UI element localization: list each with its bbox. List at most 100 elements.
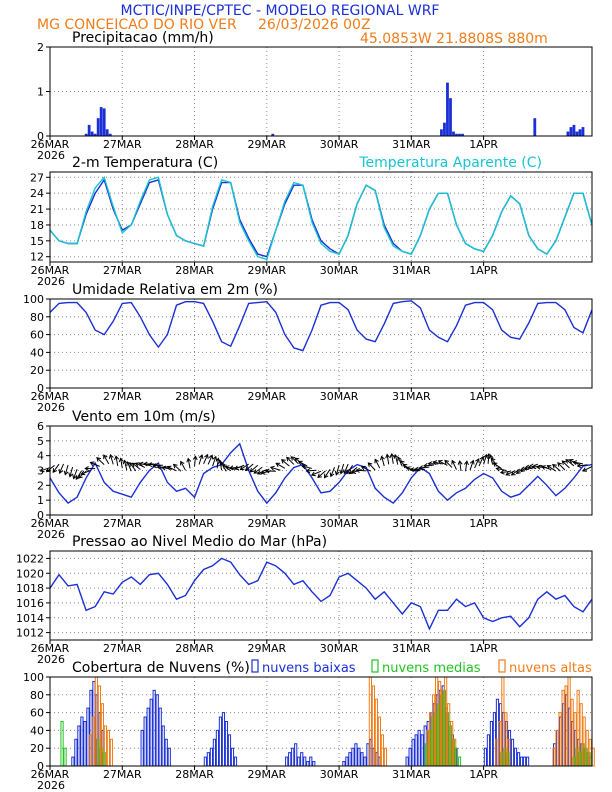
x-tick-label: 26MAR — [31, 642, 70, 655]
wind-arrow-head — [275, 462, 281, 468]
wind-arrow-head — [475, 458, 480, 464]
wind-arrow-head — [546, 465, 552, 470]
precip-bar — [449, 98, 452, 136]
x-tick-label: 27MAR — [103, 138, 142, 151]
wind-arrow — [419, 466, 430, 469]
cloud-bar-2 — [380, 734, 385, 767]
y-tick-label: 1 — [37, 494, 44, 507]
wind-arrow-head — [483, 453, 488, 459]
cloud-bar-0 — [309, 756, 313, 767]
cloud-bar-0 — [206, 752, 210, 767]
wind-arrow — [306, 469, 317, 472]
wind-arrow-head — [323, 473, 329, 479]
x-tick-label: 30MAR — [320, 768, 359, 781]
wind-arrow-head — [451, 459, 456, 465]
cloud-bar-0 — [354, 743, 358, 767]
wind-arrow-head — [491, 457, 496, 463]
wind-arrow-head — [317, 473, 322, 479]
wind-arrow-head — [186, 457, 192, 463]
x-tick-label: 29MAR — [247, 264, 286, 277]
precip-bar — [443, 122, 446, 136]
wind-arrow-head — [152, 463, 157, 469]
x-tick-label: 26MAR — [31, 768, 70, 781]
wind-arrow — [459, 461, 462, 472]
wind-arrow-head — [444, 459, 450, 465]
precip-bar — [572, 124, 576, 136]
wind-arrow — [167, 466, 177, 472]
cloud-bar-0 — [306, 761, 310, 767]
wind-arrow — [302, 465, 313, 469]
wind-arrow-head — [495, 466, 501, 472]
wind-arrow-head — [389, 453, 395, 458]
x-tick-label: 27MAR — [103, 264, 142, 277]
y-tick-label: 0 — [37, 760, 44, 773]
cloud-bar-0 — [227, 734, 232, 767]
wind-arrow-head — [204, 453, 209, 459]
y-tick-label: 1014 — [16, 612, 44, 625]
wind-arrow-head — [280, 459, 286, 464]
wind-arrow — [103, 454, 110, 465]
cloud-bar-0 — [510, 738, 515, 767]
y-tick-label: 1020 — [16, 567, 44, 580]
cloud-bar-0 — [167, 747, 171, 767]
wind-arrow — [180, 461, 186, 471]
wind-arrow — [152, 464, 163, 467]
cloud-bar-0 — [351, 747, 355, 767]
cloud-bar-0 — [218, 716, 223, 767]
panel-title: 2-m Temperatura (C) — [72, 155, 218, 171]
cloud-bar-0 — [209, 747, 214, 767]
wind-arrow-head — [557, 462, 562, 467]
x-tick-label: 28MAR — [175, 138, 214, 151]
wind-arrow — [253, 466, 263, 474]
wind-arrow-head — [568, 459, 574, 464]
wind-arrow — [59, 463, 65, 474]
x-tick-label: 29MAR — [247, 517, 286, 530]
y-tick-label: 27 — [30, 171, 44, 184]
y-tick-label: 3 — [37, 465, 44, 478]
wind-arrow-head — [45, 467, 51, 473]
wind-arrow-head — [156, 464, 162, 470]
wind-arrow — [367, 462, 376, 471]
cloud-bar-0 — [203, 756, 207, 767]
x-year-label: 2026 — [37, 149, 65, 162]
y-tick-label: 60 — [30, 707, 44, 720]
precip-bar — [96, 118, 100, 136]
wind-arrow — [52, 463, 60, 473]
x-tick-label: 28MAR — [175, 517, 214, 530]
y-tick-label: 20 — [30, 742, 44, 755]
series-line-0 — [49, 178, 593, 258]
wind-arrow-head — [198, 454, 204, 460]
cloud-bar-1 — [63, 747, 67, 767]
x-tick-label: 28MAR — [175, 390, 214, 403]
wind-arrow-head — [527, 464, 533, 470]
wind-arrow-head — [329, 472, 335, 478]
precip-bar — [87, 124, 91, 136]
wind-arrow-head — [220, 461, 225, 467]
cloud-bar-0 — [297, 756, 301, 767]
y-tick-label: 15 — [30, 235, 44, 248]
cloud-bar-0 — [525, 756, 530, 767]
y-tick-label: 20 — [30, 364, 44, 377]
wind-arrow-head — [427, 461, 433, 467]
wind-arrow — [547, 465, 557, 472]
cloud-bar-0 — [483, 747, 488, 767]
wind-arrow — [234, 464, 245, 470]
cloud-bar-2 — [383, 747, 388, 767]
wind-arrow — [451, 460, 457, 470]
wind-arrow — [203, 454, 209, 465]
cloud-bar-0 — [405, 756, 409, 767]
x-tick-label: 30MAR — [320, 390, 359, 403]
y-tick-label: 1016 — [16, 597, 44, 610]
wind-arrow-head — [208, 454, 214, 460]
wind-arrow — [335, 465, 340, 475]
x-tick-label: 1APR — [469, 264, 498, 277]
wind-arrow-head — [290, 456, 296, 461]
wind-arrow-head — [535, 464, 541, 470]
cloud-bar-0 — [233, 756, 238, 767]
y-tick-label: 2 — [37, 41, 44, 54]
wind-arrow-head — [464, 460, 469, 466]
precip-bar — [99, 107, 103, 136]
y-tick-label: 21 — [30, 203, 44, 216]
wind-arrow-head — [108, 453, 114, 459]
x-tick-label: 26MAR — [31, 517, 70, 530]
